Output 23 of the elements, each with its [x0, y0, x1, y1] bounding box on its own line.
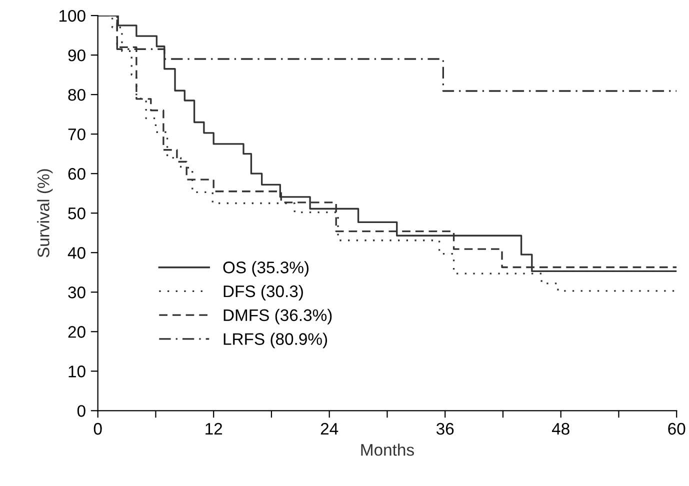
legend-label: DFS (30.3) [224, 284, 303, 301]
y-tick-label: 70 [68, 128, 86, 140]
x-tick-label: 36 [436, 422, 454, 435]
y-tick-label: 90 [68, 49, 86, 62]
y-tick-label: 40 [68, 247, 86, 259]
legend-label: OS (35.3%) [223, 261, 309, 277]
x-axis-title: Months [361, 444, 414, 456]
y-tick-label: 80 [68, 88, 86, 101]
y-tick-label: 50 [68, 208, 86, 220]
legend-label: DMFS (36.3%) [224, 308, 332, 324]
y-tick-label: 30 [68, 286, 86, 298]
y-tick-label: 10 [68, 366, 86, 378]
legend-label: LRFS (80.9%) [224, 332, 328, 348]
x-tick-label: 24 [320, 422, 338, 435]
y-tick-label: 60 [68, 168, 86, 180]
y-tick-label: 20 [68, 326, 86, 338]
x-tick-label: 0 [94, 422, 102, 435]
x-tick-label: 48 [552, 422, 570, 435]
y-tick-label: 0 [77, 405, 86, 417]
y-axis-title: Survival (%) [37, 169, 53, 258]
x-tick-label: 60 [668, 422, 686, 435]
y-tick-label: 100 [60, 10, 86, 22]
x-tick-label: 12 [206, 422, 222, 435]
